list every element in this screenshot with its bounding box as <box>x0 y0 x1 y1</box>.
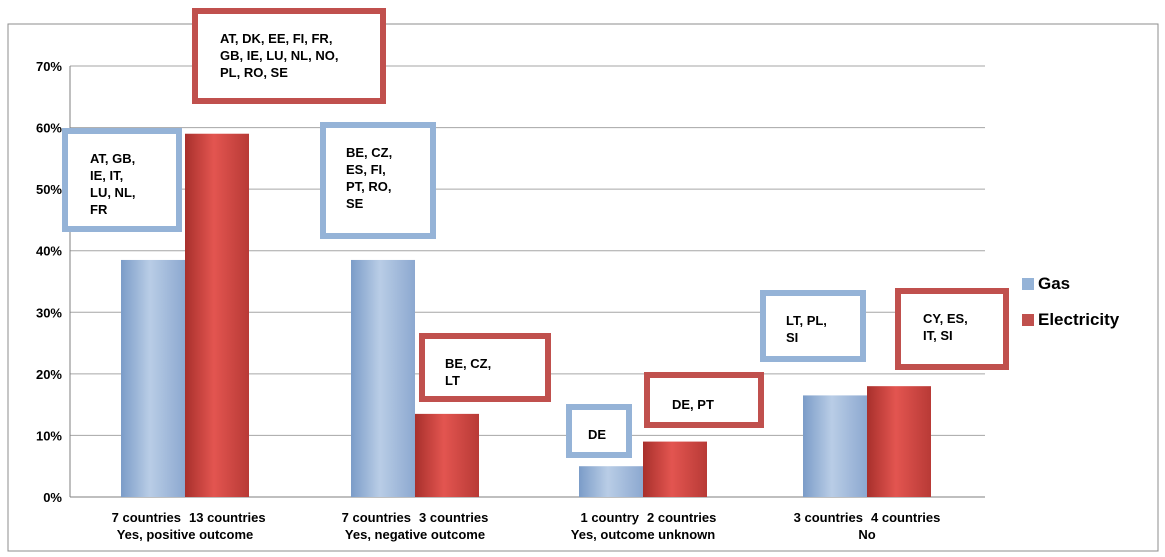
category-label-no: No <box>858 527 875 542</box>
legend-label-electricity: Electricity <box>1038 310 1120 329</box>
legend-label-gas: Gas <box>1038 274 1071 293</box>
legend-swatch-gas <box>1022 278 1034 290</box>
y-tick-label: 60% <box>36 121 62 136</box>
legend-item-gas: Gas <box>1022 274 1070 294</box>
annotation-gas-unknown: DE <box>566 404 632 458</box>
count-label-gas-negative: 7 countries <box>342 510 411 525</box>
y-tick-label: 20% <box>36 367 62 382</box>
y-tick-label: 0% <box>43 490 62 505</box>
count-label-gas-unknown: 1 country <box>580 510 639 525</box>
bar-electricity-negative <box>415 413 479 497</box>
annotation-electricity-negative: BE, CZ, LT <box>419 333 551 402</box>
count-label-electricity-negative: 3 countries <box>419 510 488 525</box>
annotation-gas-negative: BE, CZ, ES, FI, PT, RO, SE <box>320 122 436 239</box>
annotation-gas-no: LT, PL, SI <box>760 290 866 362</box>
chart-frame <box>7 23 1159 552</box>
y-tick-label: 70% <box>36 59 62 74</box>
bar-gas-negative <box>351 259 415 497</box>
annotation-electricity-unknown: DE, PT <box>644 372 764 428</box>
y-tick-label: 50% <box>36 182 62 197</box>
category-label-unknown: Yes, outcome unknown <box>571 527 716 542</box>
category-labels: 7 countries 13 countries Yes, positive out… <box>112 510 941 542</box>
bar-electricity-positive <box>185 133 249 497</box>
y-tick-label: 30% <box>36 305 62 320</box>
legend-item-electricity: Electricity <box>1022 310 1119 330</box>
annotation-gas-positive: AT, GB, IE, IT, LU, NL, FR <box>62 128 182 232</box>
annotation-electricity-no: CY, ES, IT, SI <box>895 288 1009 370</box>
count-label-electricity-no: 4 countries <box>871 510 940 525</box>
legend-swatch-electricity <box>1022 314 1034 326</box>
y-tick-label: 40% <box>36 244 62 259</box>
category-label-negative: Yes, negative outcome <box>345 527 485 542</box>
bar-electricity-no <box>867 386 931 497</box>
annotation-electricity-positive: AT, DK, EE, FI, FR, GB, IE, LU, NL, NO, … <box>192 8 386 104</box>
bars <box>121 133 931 497</box>
bar-electricity-unknown <box>643 441 707 497</box>
count-label-gas-no: 3 countries <box>794 510 863 525</box>
count-label-gas-positive: 7 countries <box>112 510 181 525</box>
bar-gas-positive <box>121 259 185 497</box>
y-tick-label: 10% <box>36 428 62 443</box>
count-label-electricity-unknown: 2 countries <box>647 510 716 525</box>
count-label-electricity-positive: 13 countries <box>189 510 266 525</box>
bar-gas-no <box>803 395 867 497</box>
bar-gas-unknown <box>579 466 643 497</box>
y-axis-ticks: 0% 10% 20% 30% 40% 50% 60% 70% <box>36 59 62 505</box>
category-label-positive: Yes, positive outcome <box>117 527 254 542</box>
